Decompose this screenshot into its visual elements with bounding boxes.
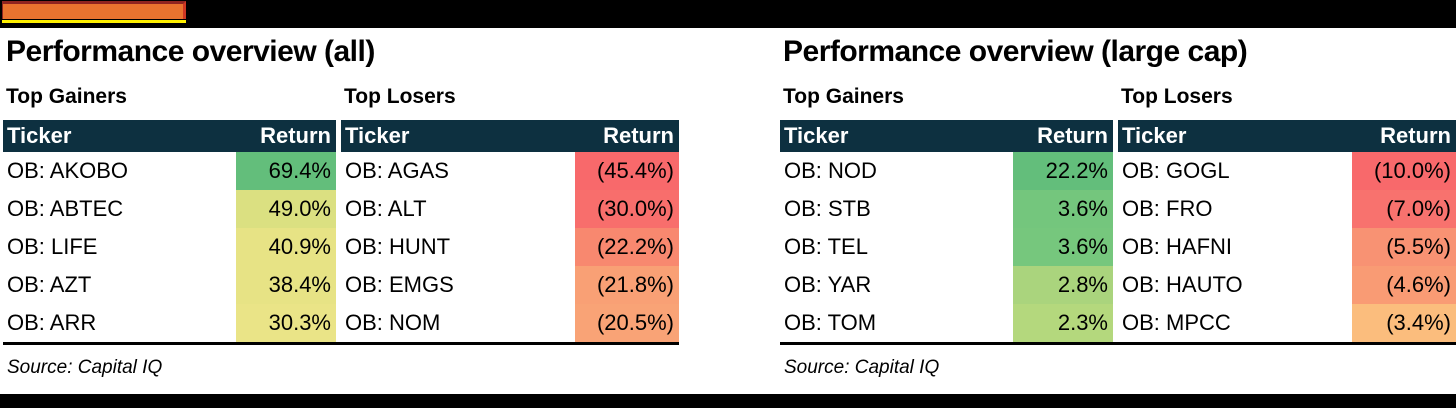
- ticker-cell: OB: YAR: [784, 272, 872, 297]
- return-cell: (30.0%): [575, 190, 679, 228]
- ticker-cell: OB: TOM: [784, 310, 877, 335]
- table-row: OB: LIFE 40.9%: [3, 228, 336, 266]
- section-divider-rule: [3, 342, 679, 345]
- section-divider-rule: [780, 342, 1456, 345]
- return-cell: (7.0%): [1352, 190, 1456, 228]
- table-header-row: Ticker Return: [341, 120, 679, 152]
- table-subtitle: Top Gainers: [6, 85, 127, 108]
- table-row: OB: EMGS (21.8%): [341, 266, 679, 304]
- ticker-cell: OB: HAFNI: [1122, 234, 1233, 259]
- column-header-ticker: Ticker: [784, 123, 849, 148]
- table-row: OB: FRO (7.0%): [1118, 190, 1456, 228]
- table: Ticker Return OB: GOGL (10.0%) OB: FRO (…: [1118, 120, 1456, 342]
- content-panel: Performance overview (all) Top Gainers T…: [0, 28, 1456, 394]
- return-cell: (22.2%): [575, 228, 679, 266]
- return-cell: (45.4%): [575, 152, 679, 190]
- section-title: Performance overview (all): [6, 35, 375, 68]
- table-row: OB: ARR 30.3%: [3, 304, 336, 342]
- ticker-cell: OB: EMGS: [345, 272, 454, 297]
- section-performance-large-cap: Performance overview (large cap) Top Gai…: [780, 28, 1456, 394]
- table-row: OB: AGAS (45.4%): [341, 152, 679, 190]
- ticker-cell: OB: LIFE: [7, 234, 98, 259]
- table-row: OB: ALT (30.0%): [341, 190, 679, 228]
- return-cell: (10.0%): [1352, 152, 1456, 190]
- ticker-cell: OB: NOM: [345, 310, 441, 335]
- table-row: OB: NOD 22.2%: [780, 152, 1113, 190]
- return-cell: 2.8%: [1013, 266, 1113, 304]
- return-cell: 2.3%: [1013, 304, 1113, 342]
- return-cell: 3.6%: [1013, 190, 1113, 228]
- table-row: OB: TOM 2.3%: [780, 304, 1113, 342]
- return-cell: 38.4%: [236, 266, 336, 304]
- ticker-cell: OB: HAUTO: [1122, 272, 1243, 297]
- ticker-cell: OB: STB: [784, 196, 871, 221]
- ticker-cell: OB: FRO: [1122, 196, 1213, 221]
- top-gainers-table: Top Gainers Ticker Return OB: AKOBO 69.4…: [3, 70, 336, 342]
- return-cell: 22.2%: [1013, 152, 1113, 190]
- ticker-cell: OB: HUNT: [345, 234, 451, 259]
- table-row: OB: GOGL (10.0%): [1118, 152, 1456, 190]
- table-row: OB: HAFNI (5.5%): [1118, 228, 1456, 266]
- return-cell: 30.3%: [236, 304, 336, 342]
- top-losers-table: Top Losers Ticker Return OB: GOGL (10.0%…: [1118, 70, 1456, 342]
- return-cell: (20.5%): [575, 304, 679, 342]
- ticker-cell: OB: AGAS: [345, 158, 449, 183]
- table: Ticker Return OB: NOD 22.2% OB: STB 3.6%: [780, 120, 1113, 342]
- table: Ticker Return OB: AKOBO 69.4% OB: ABTEC …: [3, 120, 336, 342]
- column-header-return: Return: [1380, 123, 1451, 148]
- table-row: OB: MPCC (3.4%): [1118, 304, 1456, 342]
- table-row: OB: ABTEC 49.0%: [3, 190, 336, 228]
- column-header-return: Return: [603, 123, 674, 148]
- table-row: OB: AZT 38.4%: [3, 266, 336, 304]
- tables-row: Top Gainers Ticker Return OB: NOD 22.2% …: [780, 70, 1456, 342]
- column-header-ticker: Ticker: [1122, 123, 1187, 148]
- section-title: Performance overview (large cap): [783, 35, 1248, 68]
- column-header-return: Return: [260, 123, 331, 148]
- return-cell: 40.9%: [236, 228, 336, 266]
- source-note: Source: Capital IQ: [784, 357, 940, 378]
- return-cell: (3.4%): [1352, 304, 1456, 342]
- ticker-cell: OB: ALT: [345, 196, 427, 221]
- table-header-row: Ticker Return: [3, 120, 336, 152]
- top-gainers-table: Top Gainers Ticker Return OB: NOD 22.2% …: [780, 70, 1113, 342]
- ticker-cell: OB: GOGL: [1122, 158, 1230, 183]
- table-row: OB: NOM (20.5%): [341, 304, 679, 342]
- top-losers-table: Top Losers Ticker Return OB: AGAS (45.4%…: [341, 70, 679, 342]
- return-cell: 3.6%: [1013, 228, 1113, 266]
- ticker-cell: OB: ABTEC: [7, 196, 124, 221]
- return-cell: (4.6%): [1352, 266, 1456, 304]
- table-row: OB: HAUTO (4.6%): [1118, 266, 1456, 304]
- ticker-cell: OB: ARR: [7, 310, 97, 335]
- tables-row: Top Gainers Ticker Return OB: AKOBO 69.4…: [3, 70, 679, 342]
- table-row: OB: STB 3.6%: [780, 190, 1113, 228]
- column-header-ticker: Ticker: [7, 123, 72, 148]
- table-subtitle: Top Gainers: [783, 85, 904, 108]
- ticker-cell: OB: MPCC: [1122, 310, 1231, 335]
- table-header-row: Ticker Return: [1118, 120, 1456, 152]
- ticker-cell: OB: NOD: [784, 158, 877, 183]
- column-header-return: Return: [1037, 123, 1108, 148]
- return-cell: 49.0%: [236, 190, 336, 228]
- column-header-ticker: Ticker: [345, 123, 410, 148]
- table-row: OB: HUNT (22.2%): [341, 228, 679, 266]
- section-performance-all: Performance overview (all) Top Gainers T…: [3, 28, 679, 394]
- return-cell: (5.5%): [1352, 228, 1456, 266]
- table: Ticker Return OB: AGAS (45.4%) OB: ALT (…: [341, 120, 679, 342]
- ticker-cell: OB: TEL: [784, 234, 868, 259]
- ticker-cell: OB: AZT: [7, 272, 92, 297]
- table-subtitle: Top Losers: [1121, 85, 1233, 108]
- table-header-row: Ticker Return: [780, 120, 1113, 152]
- table-row: OB: AKOBO 69.4%: [3, 152, 336, 190]
- table-row: OB: TEL 3.6%: [780, 228, 1113, 266]
- return-cell: (21.8%): [575, 266, 679, 304]
- table-row: OB: YAR 2.8%: [780, 266, 1113, 304]
- yellow-underline: [2, 20, 186, 23]
- orange-header-bar: [2, 1, 186, 19]
- source-note: Source: Capital IQ: [7, 357, 163, 378]
- return-cell: 69.4%: [236, 152, 336, 190]
- ticker-cell: OB: AKOBO: [7, 158, 129, 183]
- table-subtitle: Top Losers: [344, 85, 456, 108]
